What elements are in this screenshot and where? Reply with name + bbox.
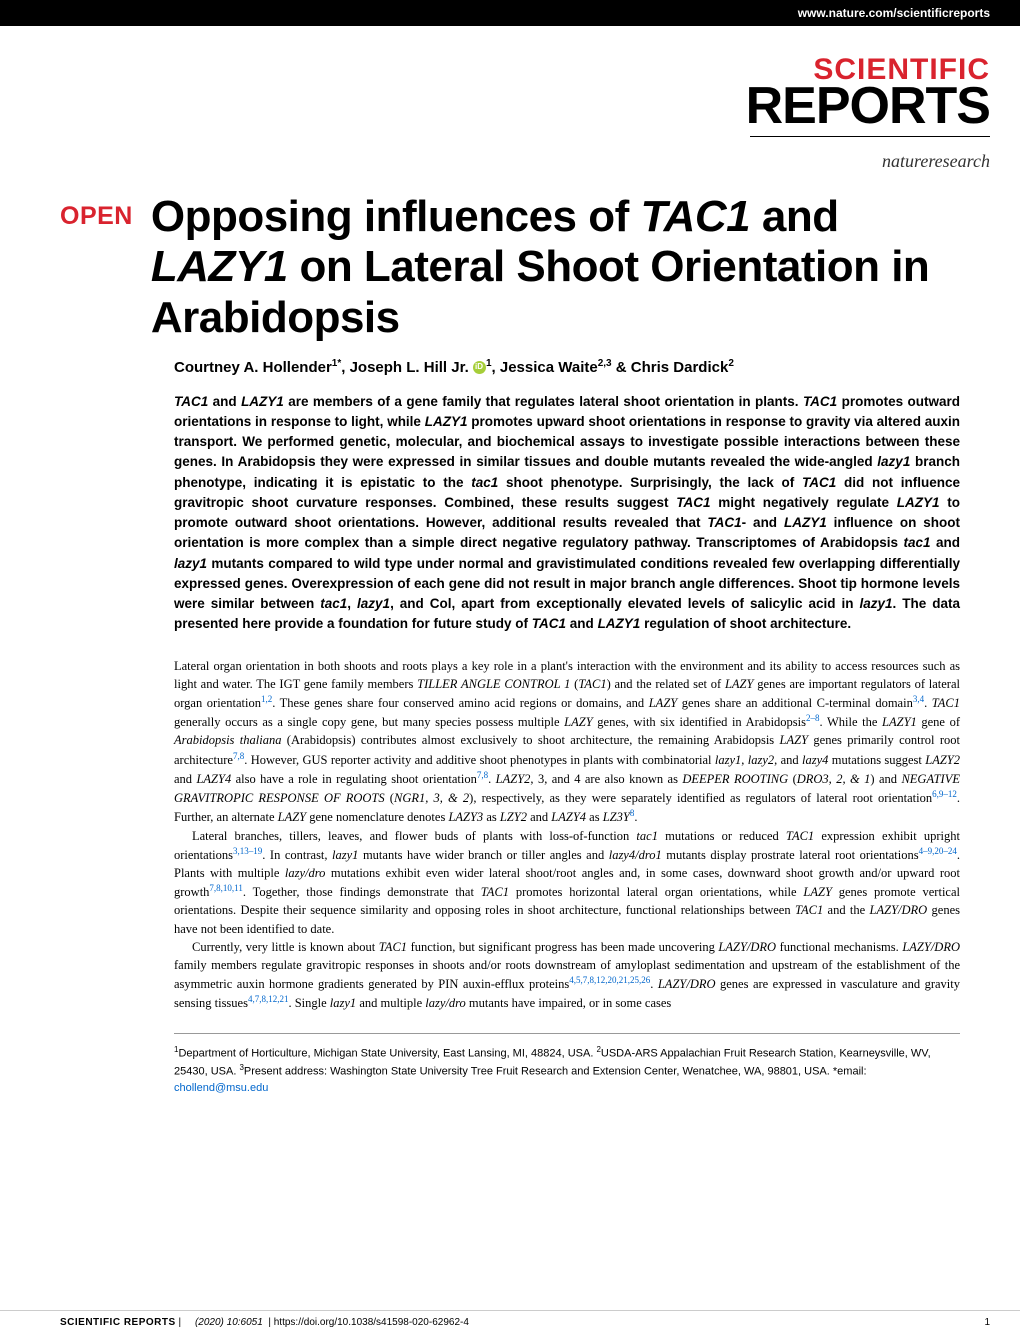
orcid-icon (473, 361, 486, 374)
logo-rule (750, 136, 990, 137)
authors-line: Courtney A. Hollender1*, Joseph L. Hill … (174, 358, 960, 376)
body-paragraph: Lateral branches, tillers, leaves, and f… (174, 827, 960, 938)
open-access-badge: OPEN (60, 192, 133, 231)
abstract: TAC1 and LAZY1 are members of a gene fam… (174, 392, 960, 635)
logo-tagline: natureresearch (0, 151, 1020, 172)
title-row: OPEN Opposing influences of TAC1 and LAZ… (60, 192, 960, 344)
footer-journal: SCIENTIFIC REPORTS (60, 1317, 176, 1328)
article-content: OPEN Opposing influences of TAC1 and LAZ… (0, 172, 1020, 1097)
footer-left: SCIENTIFIC REPORTS | (2020) 10:6051 | ht… (60, 1317, 469, 1328)
body-paragraph: Currently, very little is known about TA… (174, 938, 960, 1013)
footer: SCIENTIFIC REPORTS | (2020) 10:6051 | ht… (0, 1310, 1020, 1328)
body-text: Lateral organ orientation in both shoots… (174, 657, 960, 1013)
footer-page-number: 1 (984, 1317, 990, 1328)
journal-logo: SCIENTIFIC REPORTS (0, 26, 1020, 147)
footer-citation: | (2020) 10:6051 | https://doi.org/10.10… (178, 1317, 468, 1328)
logo-word-2: REPORTS (30, 83, 990, 130)
article-title: Opposing influences of TAC1 and LAZY1 on… (151, 192, 960, 344)
header-bar: www.nature.com/scientificreports (0, 0, 1020, 26)
header-url[interactable]: www.nature.com/scientificreports (798, 6, 990, 20)
body-paragraph: Lateral organ orientation in both shoots… (174, 657, 960, 827)
affiliations: 1Department of Horticulture, Michigan St… (174, 1033, 960, 1097)
